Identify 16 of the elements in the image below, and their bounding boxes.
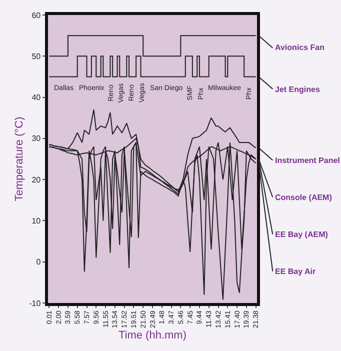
- y-axis-title: Temperature (°C): [14, 116, 26, 202]
- x-axis-title: Time (hh.mm): [118, 329, 187, 342]
- y-tick-label: 60: [32, 10, 42, 20]
- text: EE Bay Air: [275, 267, 316, 276]
- y-tick-label: 50: [32, 52, 42, 61]
- text: EE Bay (AEM): [275, 230, 328, 239]
- text: Console (AEM): [275, 193, 332, 202]
- text: Jet Engines: [275, 85, 320, 94]
- text: Instrument Panel: [275, 156, 340, 165]
- y-tick-label: -10: [29, 298, 42, 308]
- y-tick-label: 0: [36, 258, 42, 267]
- text: Avionics Fan: [275, 43, 325, 52]
- y-tick-label: 40: [32, 93, 42, 102]
- y-tick-label: 10: [32, 216, 42, 226]
- y-tick-label: 20: [32, 175, 42, 184]
- y-tick-label: 30: [32, 134, 42, 144]
